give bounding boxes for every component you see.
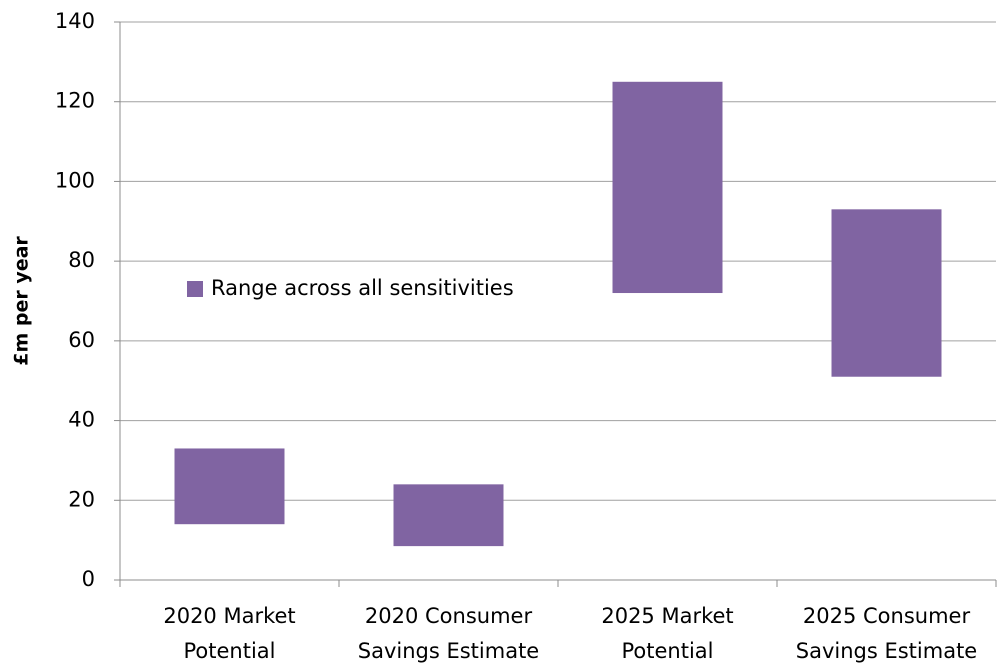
x-tick-label-line: 2025 Consumer — [803, 604, 971, 628]
y-tick-label: 120 — [55, 89, 95, 113]
x-tick-label-line: Savings Estimate — [796, 639, 977, 663]
y-tick-label: 140 — [55, 9, 95, 33]
x-tick-label: 2025 Consumer Savings Estimate — [796, 604, 977, 663]
y-axis-label: £m per year — [11, 236, 33, 366]
x-tick-label-line: 2020 Consumer — [365, 604, 533, 628]
x-tick-label: 2020 Consumer Savings Estimate — [358, 604, 539, 663]
range-bar — [393, 484, 504, 547]
x-tick-label-line: Potential — [184, 639, 276, 663]
x-tick-label-line: 2020 Market — [163, 604, 295, 628]
y-tick-label: 100 — [55, 168, 95, 192]
y-tick-label: 80 — [68, 248, 95, 272]
x-tick-label: 2020 Market Potential — [163, 604, 295, 663]
y-tick-label: 0 — [82, 567, 95, 591]
range-bar — [612, 81, 723, 294]
x-tick-label: 2025 Market Potential — [601, 604, 733, 663]
legend-swatch — [187, 281, 203, 297]
range-bar — [174, 448, 285, 525]
x-tick-label-line: Savings Estimate — [358, 639, 539, 663]
y-tick-label: 40 — [68, 408, 95, 432]
range-bar — [831, 209, 942, 377]
legend-label: Range across all sensitivities — [211, 276, 514, 300]
x-tick-label-line: 2025 Market — [601, 604, 733, 628]
x-tick-label-line: Potential — [622, 639, 714, 663]
y-tick-label: 20 — [68, 487, 95, 511]
y-tick-label: 60 — [68, 328, 95, 352]
